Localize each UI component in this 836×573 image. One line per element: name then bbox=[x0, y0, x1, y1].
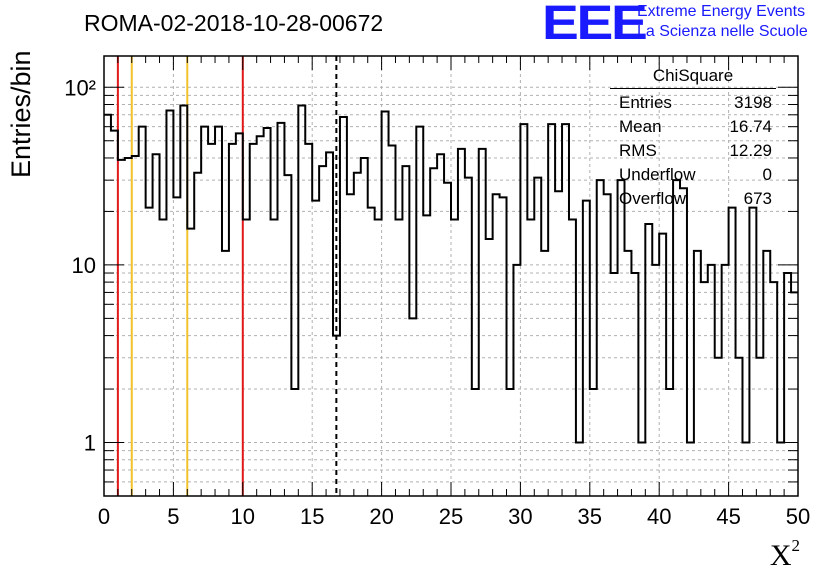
x-tick-label: 50 bbox=[786, 504, 810, 529]
x-tick-label: 20 bbox=[369, 504, 393, 529]
x-tick-label: 35 bbox=[578, 504, 602, 529]
x-tick-label: 0 bbox=[98, 504, 110, 529]
eee-logo: EEE bbox=[542, 0, 648, 50]
x-tick-label: 5 bbox=[167, 504, 179, 529]
stats-box: ChiSquare Entries 3198 Mean 16.74 RMS 12.29… bbox=[610, 66, 776, 211]
y-tick-label: 10² bbox=[64, 75, 96, 100]
y-axis-label: Entries/bin bbox=[6, 50, 36, 178]
histogram-step-line bbox=[104, 104, 798, 444]
grid-lines bbox=[104, 56, 798, 496]
logo-line-2: La Scienza nelle Scuole bbox=[637, 23, 808, 40]
axis-ticks bbox=[103, 56, 799, 496]
chart-title: ROMA-02-2018-10-28-00672 bbox=[84, 10, 384, 36]
stat-row-entries: Entries 3198 bbox=[619, 93, 772, 112]
x-tick-label: 45 bbox=[716, 504, 740, 529]
x-tick-label: 15 bbox=[300, 504, 324, 529]
x-tick-label: 25 bbox=[439, 504, 463, 529]
stat-row-mean: Mean 16.74 bbox=[619, 117, 772, 136]
x-axis-label: X2 bbox=[769, 536, 800, 572]
stat-row-rms: RMS 12.29 bbox=[619, 141, 772, 160]
x-tick-label: 10 bbox=[231, 504, 255, 529]
y-tick-label: 1 bbox=[84, 431, 96, 456]
reference-lines bbox=[116, 56, 338, 496]
logo-line-1: Extreme Energy Events bbox=[637, 3, 806, 20]
y-tick-label: 10 bbox=[72, 253, 96, 278]
stat-row-overflow: Overflow 673 bbox=[619, 189, 772, 208]
stat-row-underflow: Underflow 0 bbox=[619, 165, 772, 184]
stats-title: ChiSquare bbox=[610, 66, 776, 89]
x-tick-label: 30 bbox=[508, 504, 532, 529]
axis-tick-labels: 0 5 10 15 20 25 30 35 40 45 50 1 10 10² bbox=[64, 75, 810, 529]
x-tick-label: 40 bbox=[647, 504, 671, 529]
